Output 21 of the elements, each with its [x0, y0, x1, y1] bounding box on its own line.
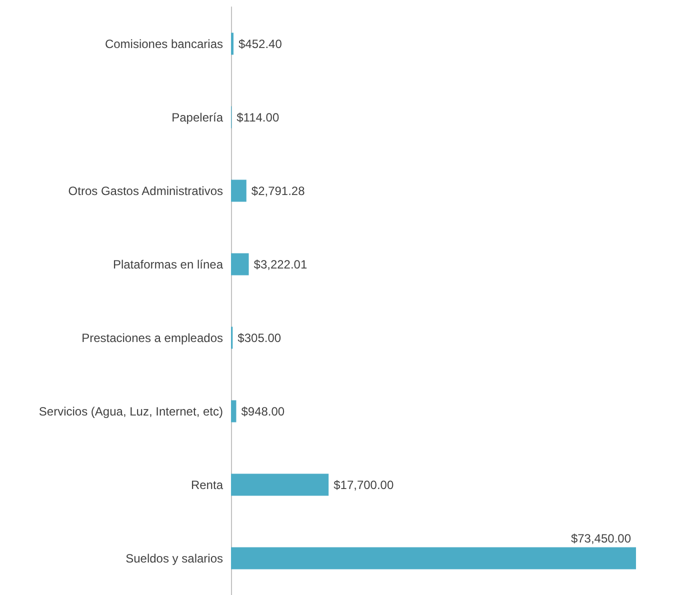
- bar: [231, 180, 246, 202]
- data-label: $73,450.00: [570, 531, 632, 546]
- y-tick-label: Plataformas en línea: [112, 257, 224, 272]
- y-tick-label: Servicios (Agua, Luz, Internet, etc): [38, 404, 223, 418]
- data-label: $452.40: [238, 36, 282, 51]
- bar: [231, 547, 636, 570]
- data-label: $114.00: [236, 110, 280, 124]
- bar: [231, 400, 236, 422]
- data-label: $2,791.28: [251, 184, 306, 198]
- y-tick-label: Renta: [190, 478, 224, 492]
- y-tick-label: Papelería: [172, 110, 224, 124]
- bar: [231, 474, 329, 496]
- data-label: $3,222.01: [254, 257, 308, 272]
- data-label: $305.00: [238, 330, 282, 345]
- y-tick-label: Prestaciones a empleados: [82, 330, 223, 345]
- y-tick-label: Sueldos y salarios: [126, 551, 223, 566]
- data-label: $17,700.00: [334, 478, 394, 492]
- data-label: $948.00: [241, 404, 285, 418]
- bar: [231, 253, 249, 276]
- y-tick-label: Comisiones bancarias: [104, 36, 223, 51]
- y-tick-label: Otros Gastos Administrativos: [68, 184, 223, 198]
